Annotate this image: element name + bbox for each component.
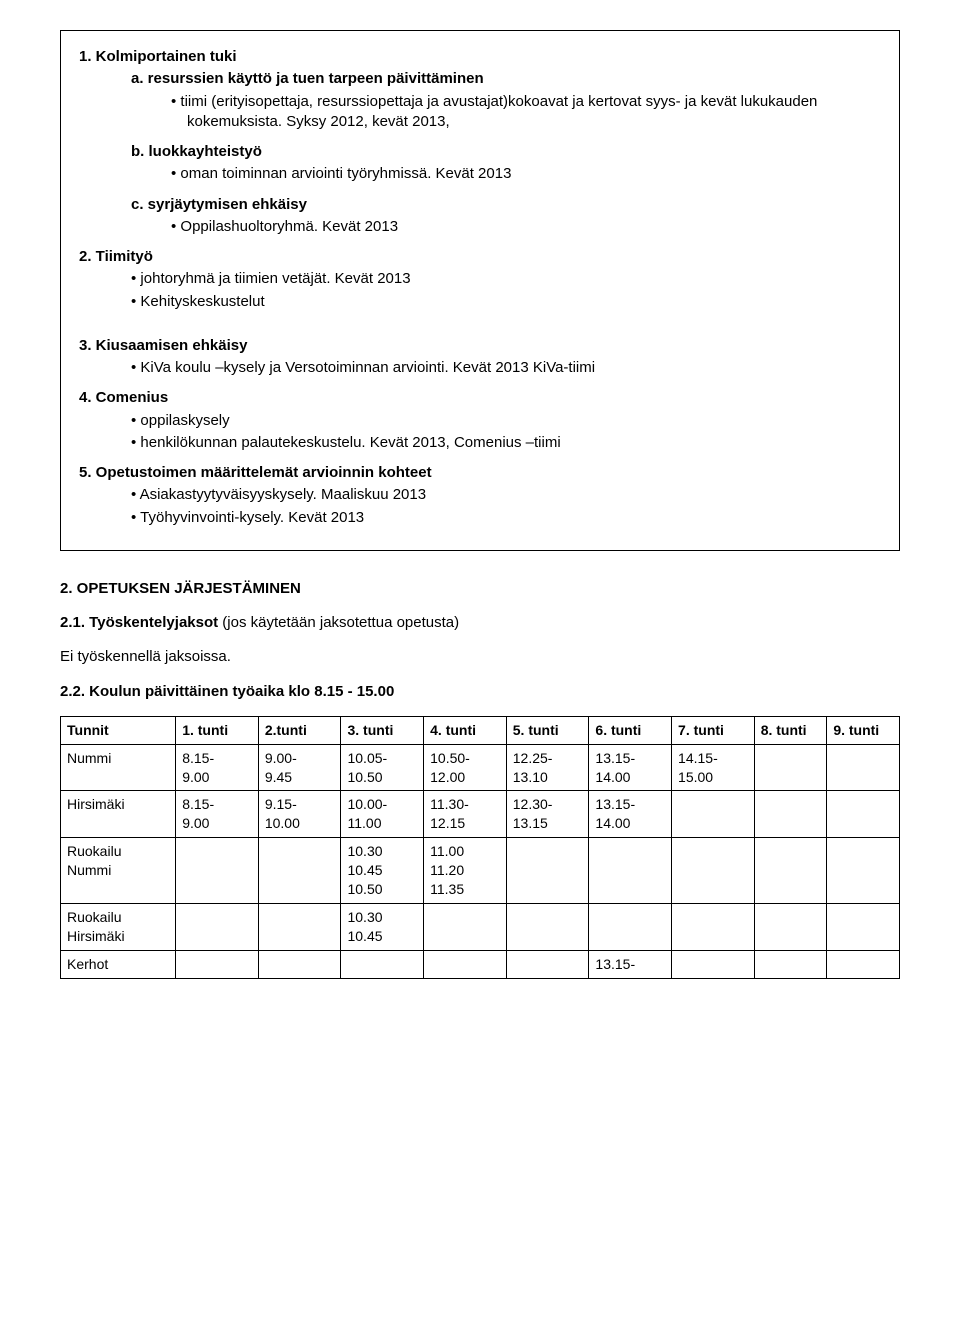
table-row: Nummi8.15-9.009.00-9.4510.05-10.5010.50-… bbox=[61, 744, 900, 791]
sec5-bullet2: Työhyvinvointi-kysely. Kevät 2013 bbox=[131, 508, 881, 528]
schedule-header-cell: 6. tunti bbox=[589, 716, 672, 744]
p22: 2.2. Koulun päivittäinen työaika klo 8.1… bbox=[60, 682, 900, 702]
schedule-cell: 11.30-12.15 bbox=[424, 791, 507, 838]
schedule-cell bbox=[754, 950, 827, 978]
schedule-cell bbox=[672, 791, 755, 838]
sec1c-bullet1: Oppilashuoltoryhmä. Kevät 2013 bbox=[171, 217, 881, 237]
schedule-cell bbox=[672, 838, 755, 904]
schedule-cell bbox=[754, 838, 827, 904]
p21-rest: (jos käytetään jaksotettua opetusta) bbox=[218, 614, 459, 631]
table-row: Kerhot 13.15- bbox=[61, 950, 900, 978]
sec1a-bullet1: tiimi (erityisopettaja, resurssiopettaja… bbox=[171, 92, 881, 133]
p21-label: 2.1. Työskentelyjaksot bbox=[60, 614, 218, 631]
table-row: Ruokailu Nummi 10.3010.4510.5011.0011.201… bbox=[61, 838, 900, 904]
schedule-cell bbox=[258, 838, 341, 904]
schedule-cell bbox=[827, 950, 900, 978]
p21: 2.1. Työskentelyjaksot (jos käytetään ja… bbox=[60, 613, 900, 633]
schedule-cell: 12.30-13.15 bbox=[506, 791, 589, 838]
section2-heading: 2. OPETUKSEN JÄRJESTÄMINEN bbox=[60, 579, 900, 599]
schedule-cell: 9.15-10.00 bbox=[258, 791, 341, 838]
sec2-title: 2. Tiimityö bbox=[79, 247, 881, 267]
schedule-header-cell: 8. tunti bbox=[754, 716, 827, 744]
schedule-cell: 13.15- bbox=[589, 950, 672, 978]
schedule-cell bbox=[589, 903, 672, 950]
row-label: Ruokailu Nummi bbox=[61, 838, 176, 904]
schedule-header-cell: 3. tunti bbox=[341, 716, 424, 744]
schedule-cell bbox=[754, 791, 827, 838]
schedule-cell: 12.25-13.10 bbox=[506, 744, 589, 791]
schedule-cell: 14.15-15.00 bbox=[672, 744, 755, 791]
sec3-title: 3. Kiusaamisen ehkäisy bbox=[79, 336, 881, 356]
sec4-title: 4. Comenius bbox=[79, 388, 881, 408]
schedule-cell bbox=[258, 903, 341, 950]
sec5-bullet1: Asiakastyytyväisyyskysely. Maaliskuu 201… bbox=[131, 485, 881, 505]
schedule-cell bbox=[176, 838, 259, 904]
evaluation-box: 1. Kolmiportainen tuki a. resurssien käy… bbox=[60, 30, 900, 551]
p21-body: Ei työskennellä jaksoissa. bbox=[60, 647, 900, 667]
schedule-cell bbox=[672, 903, 755, 950]
schedule-cell bbox=[424, 950, 507, 978]
schedule-cell: 11.0011.2011.35 bbox=[424, 838, 507, 904]
schedule-cell bbox=[827, 744, 900, 791]
schedule-header-cell: 7. tunti bbox=[672, 716, 755, 744]
schedule-cell bbox=[176, 903, 259, 950]
sec2-bullet2: Kehityskeskustelut bbox=[131, 292, 881, 312]
schedule-cell: 10.00-11.00 bbox=[341, 791, 424, 838]
row-label: Kerhot bbox=[61, 950, 176, 978]
schedule-header-cell: 5. tunti bbox=[506, 716, 589, 744]
schedule-cell bbox=[827, 791, 900, 838]
schedule-header-row: Tunnit1. tunti2.tunti3. tunti4. tunti5. … bbox=[61, 716, 900, 744]
schedule-cell bbox=[424, 903, 507, 950]
schedule-cell: 8.15-9.00 bbox=[176, 791, 259, 838]
schedule-cell bbox=[827, 903, 900, 950]
sec3-bullet1: KiVa koulu –kysely ja Versotoiminnan arv… bbox=[131, 358, 881, 378]
schedule-cell bbox=[589, 838, 672, 904]
schedule-cell bbox=[672, 950, 755, 978]
schedule-cell bbox=[176, 950, 259, 978]
schedule-cell bbox=[754, 744, 827, 791]
schedule-cell: 10.05-10.50 bbox=[341, 744, 424, 791]
schedule-cell: 8.15-9.00 bbox=[176, 744, 259, 791]
schedule-cell: 13.15-14.00 bbox=[589, 744, 672, 791]
row-label: Hirsimäki bbox=[61, 791, 176, 838]
sec1b-label: b. luokkayhteistyö bbox=[131, 142, 881, 162]
schedule-header-cell: 1. tunti bbox=[176, 716, 259, 744]
sec1a-label: a. resurssien käyttö ja tuen tarpeen päi… bbox=[131, 69, 881, 89]
schedule-cell: 13.15-14.00 bbox=[589, 791, 672, 838]
schedule-header-cell: Tunnit bbox=[61, 716, 176, 744]
schedule-cell: 9.00-9.45 bbox=[258, 744, 341, 791]
sec5-title: 5. Opetustoimen määrittelemät arvioinnin… bbox=[79, 463, 881, 483]
schedule-cell bbox=[506, 903, 589, 950]
sec4-bullet2: henkilökunnan palautekeskustelu. Kevät 2… bbox=[131, 433, 881, 453]
table-row: Ruokailu Hirsimäki 10.3010.45 bbox=[61, 903, 900, 950]
schedule-cell bbox=[754, 903, 827, 950]
sec1-title: 1. Kolmiportainen tuki bbox=[79, 47, 881, 67]
sec4-bullet1: oppilaskysely bbox=[131, 411, 881, 431]
schedule-cell bbox=[258, 950, 341, 978]
schedule-cell: 10.3010.45 bbox=[341, 903, 424, 950]
table-row: Hirsimäki8.15-9.009.15-10.0010.00-11.001… bbox=[61, 791, 900, 838]
schedule-cell bbox=[506, 950, 589, 978]
schedule-cell bbox=[827, 838, 900, 904]
sec1c-label: c. syrjäytymisen ehkäisy bbox=[131, 195, 881, 215]
schedule-cell: 10.50-12.00 bbox=[424, 744, 507, 791]
row-label: Nummi bbox=[61, 744, 176, 791]
sec1b-bullet1: oman toiminnan arviointi työryhmissä. Ke… bbox=[171, 164, 881, 184]
schedule-cell: 10.3010.4510.50 bbox=[341, 838, 424, 904]
sec2-bullet1: johtoryhmä ja tiimien vetäjät. Kevät 201… bbox=[131, 269, 881, 289]
schedule-table: Tunnit1. tunti2.tunti3. tunti4. tunti5. … bbox=[60, 716, 900, 979]
schedule-header-cell: 2.tunti bbox=[258, 716, 341, 744]
row-label: Ruokailu Hirsimäki bbox=[61, 903, 176, 950]
schedule-cell bbox=[506, 838, 589, 904]
schedule-cell bbox=[341, 950, 424, 978]
schedule-header-cell: 9. tunti bbox=[827, 716, 900, 744]
schedule-header-cell: 4. tunti bbox=[424, 716, 507, 744]
